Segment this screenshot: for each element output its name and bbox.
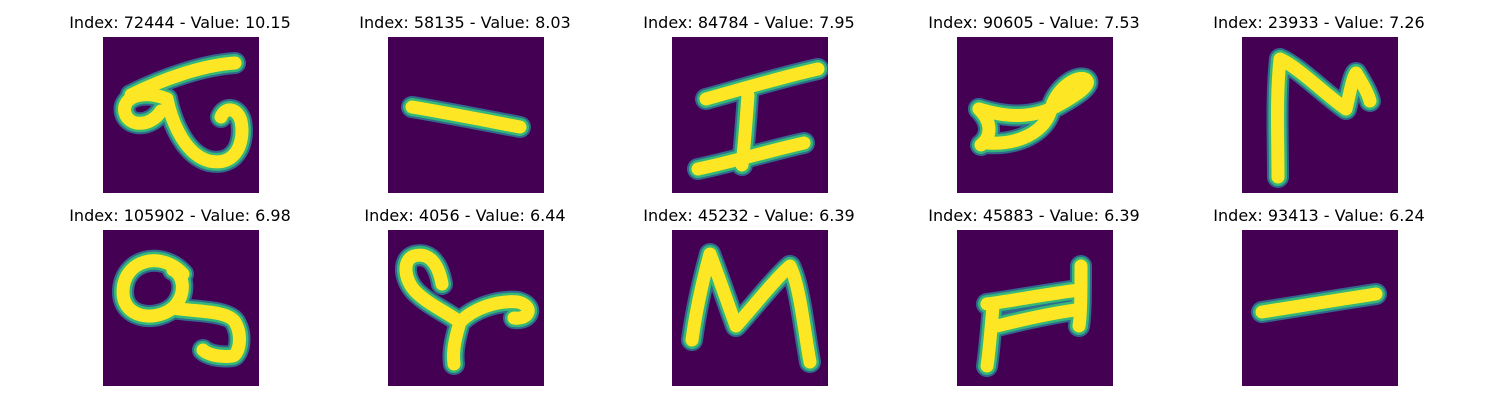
panel-title: Index: 105902 - Value: 6.98: [69, 206, 291, 225]
panel-title: Index: 45883 - Value: 6.39: [928, 206, 1140, 225]
panel-title: Index: 84784 - Value: 7.95: [643, 13, 855, 32]
glyph-image: [103, 230, 259, 386]
glyph-image: [672, 37, 828, 193]
glyph-strokes: [968, 67, 1099, 156]
image-background: [1242, 37, 1398, 193]
glyph-strokes: [681, 243, 821, 373]
panel-title: Index: 58135 - Value: 8.03: [359, 13, 571, 32]
glyph-strokes: [1251, 283, 1387, 323]
glyph-image: [957, 230, 1113, 386]
panel-title: Index: 90605 - Value: 7.53: [928, 13, 1140, 32]
glyph-image: [1242, 37, 1398, 193]
glyph-strokes: [112, 249, 251, 368]
glyph-strokes: [395, 244, 539, 375]
glyph-strokes: [976, 255, 1092, 377]
glyph-image: [1242, 230, 1398, 386]
glyph-strokes: [1266, 48, 1381, 188]
panel-title: Index: 45232 - Value: 6.39: [643, 206, 855, 225]
panel-title: Index: 4056 - Value: 6.44: [364, 206, 566, 225]
panel-title: Index: 72444 - Value: 10.15: [69, 13, 291, 32]
glyph-image: [672, 230, 828, 386]
panel-title: Index: 93413 - Value: 6.24: [1213, 206, 1425, 225]
glyph-image: [957, 37, 1113, 193]
glyph-strokes: [401, 96, 531, 138]
glyph-strokes: [113, 52, 253, 173]
glyph-strokes: [687, 58, 828, 180]
panel-title: Index: 23933 - Value: 7.26: [1213, 13, 1425, 32]
glyph-image: [103, 37, 259, 193]
glyph-image: [388, 37, 544, 193]
glyph-image: [388, 230, 544, 386]
